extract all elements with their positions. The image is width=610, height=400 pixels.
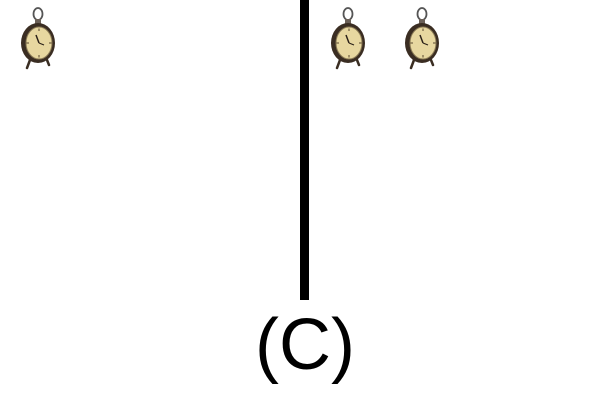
alarm-clock-icon — [402, 6, 442, 70]
option-label: (C) — [255, 305, 355, 385]
alarm-clock-icon — [328, 6, 368, 70]
alarm-clock-icon — [18, 6, 58, 70]
vertical-divider — [300, 0, 309, 300]
